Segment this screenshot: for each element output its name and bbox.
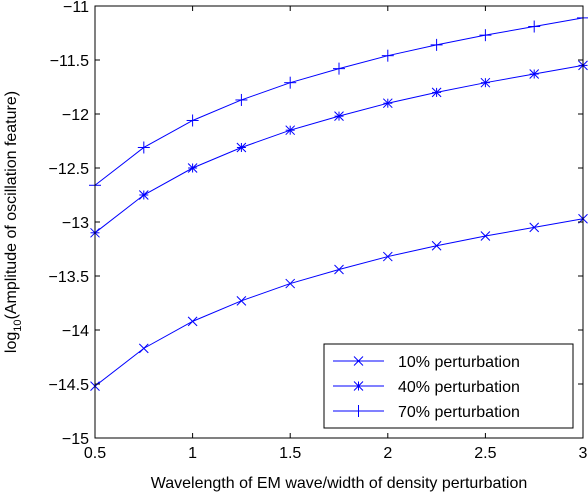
data-point (285, 125, 296, 136)
legend-entry: 40% perturbation (333, 379, 520, 396)
data-point (382, 251, 393, 262)
y-axis-label: log10(Amplitude of oscillation feature) (3, 91, 24, 353)
legend-marker (353, 381, 364, 391)
data-point (235, 93, 248, 106)
legend-marker (353, 356, 364, 366)
data-point (236, 295, 247, 306)
x-tick-label: 0.5 (84, 445, 106, 462)
y-tick-label: −15 (62, 431, 89, 448)
data-point (381, 49, 394, 62)
data-point (137, 141, 150, 154)
data-point (236, 142, 247, 153)
data-point (187, 316, 198, 327)
data-point (528, 20, 541, 33)
y-tick-label: −14 (62, 323, 89, 340)
data-point (333, 62, 345, 75)
y-axis-label-rest: (Amplitude of oscillation feature) (3, 91, 20, 320)
legend: 10% perturbation 40% perturbation 70% pert… (323, 343, 574, 429)
legend-entry: 70% perturbation (333, 404, 520, 421)
data-point (187, 163, 198, 173)
legend-label: 10% perturbation (398, 354, 520, 371)
x-tick-label: 1.5 (279, 445, 301, 462)
data-point (334, 264, 344, 275)
legend-entry: 10% perturbation (333, 354, 520, 371)
axis-ticks: 0.5 1 1.5 2 2.5 3 −15 −14.5 −14 −13.5 −13 −12.5 −12 −… (49, 0, 588, 462)
data-point (480, 231, 491, 241)
legend-label: 70% perturbation (398, 404, 520, 421)
x-tick-label: 3 (579, 445, 588, 462)
data-point (285, 278, 296, 289)
data-point (382, 98, 393, 109)
y-tick-label: −12 (62, 107, 89, 124)
x-tick-label: 2.5 (474, 445, 496, 462)
data-point (529, 69, 540, 79)
plot-marks (89, 11, 588, 392)
y-axis-label-log: log (3, 332, 20, 353)
data-point (430, 38, 443, 51)
y-tick-label: −14.5 (49, 377, 90, 394)
x-tick-label: 2 (383, 445, 392, 462)
y-tick-label: −11.5 (50, 53, 89, 70)
y-axis-label-subscript: 10 (12, 319, 24, 331)
y-tick-label: −11 (63, 0, 89, 16)
data-point (138, 343, 149, 354)
data-point (431, 87, 442, 98)
series-line-3 (94, 17, 584, 186)
y-tick-label: −12.5 (49, 161, 90, 178)
legend-marker (352, 405, 365, 417)
y-tick-label: −13.5 (49, 269, 90, 286)
data-point (480, 77, 491, 88)
y-tick-label: −13 (62, 215, 89, 232)
data-point (431, 240, 442, 251)
series-line-2 (94, 64, 584, 234)
data-point (186, 114, 199, 127)
data-point (138, 190, 149, 200)
data-point (529, 222, 540, 233)
legend-label: 40% perturbation (398, 379, 520, 396)
x-axis-label: Wavelength of EM wave/width of density p… (151, 475, 528, 492)
data-point (284, 76, 297, 89)
data-point (334, 111, 344, 122)
x-tick-label: 1 (188, 445, 197, 462)
data-point (479, 29, 492, 42)
